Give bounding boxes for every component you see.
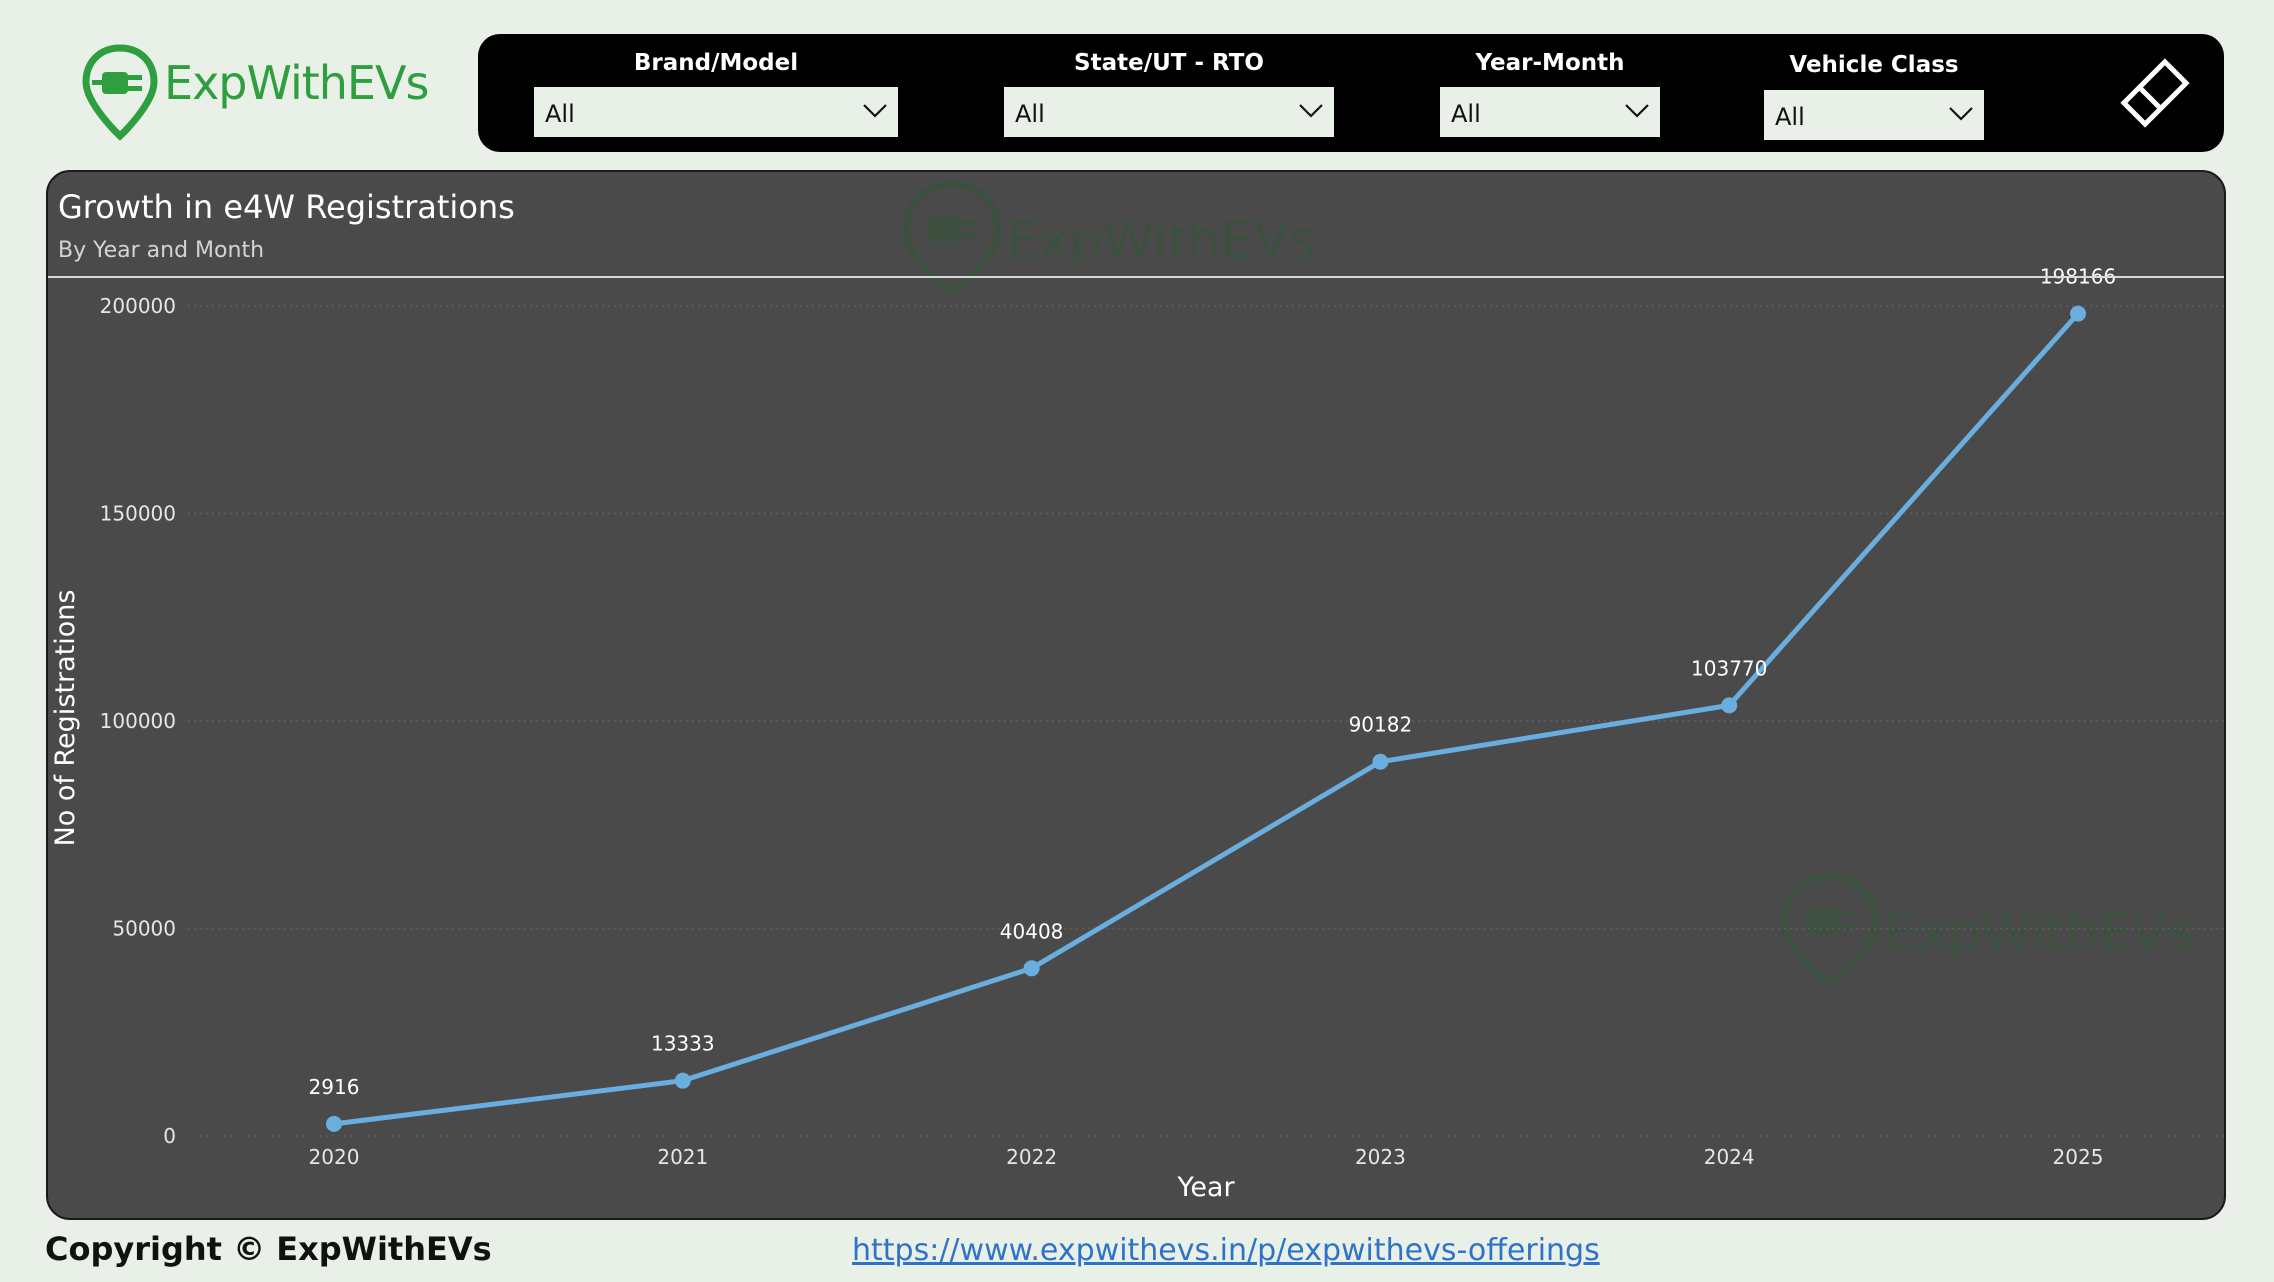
watermark-bottom: ExpWithEVs	[1780, 872, 2194, 989]
y-tick-label: 100000	[100, 709, 176, 733]
copyright-text: Copyright © ExpWithEVs	[45, 1230, 492, 1268]
x-tick-label: 2020	[309, 1145, 360, 1169]
series-line	[333, 311, 2080, 1127]
x-tick-label: 2025	[2053, 1145, 2104, 1169]
filter-bar: Brand/Model All State/UT - RTO All Year-…	[478, 34, 2224, 152]
year-month-dropdown[interactable]: All	[1440, 87, 1660, 137]
chevron-down-icon	[1625, 104, 1649, 118]
data-label: 103770	[1691, 656, 1767, 680]
brand-model-dropdown[interactable]: All	[534, 87, 898, 137]
logo-text: ExpWithEVs	[164, 56, 429, 110]
line-chart: ExpWithEVs ExpWithEVs 0 50000 100000 150000…	[50, 180, 2224, 1203]
state-rto-dropdown[interactable]: All	[1004, 87, 1334, 137]
watermark-top-text: ExpWithEVs	[1006, 211, 1316, 271]
brand-model-label: Brand/Model	[633, 50, 799, 76]
x-tick-label: 2023	[1355, 1145, 1406, 1169]
watermark-bottom-text: ExpWithEVs	[1884, 903, 2194, 963]
data-points	[326, 305, 2086, 1132]
year-month-value: All	[1451, 100, 1481, 128]
vehicle-class-value: All	[1775, 103, 1805, 131]
x-tick-label: 2022	[1006, 1145, 1057, 1169]
ev-plug-pin-icon	[82, 44, 158, 141]
y-tick-label: 0	[163, 1124, 176, 1148]
y-axis-ticks: 0 50000 100000 150000 200000	[100, 294, 176, 1148]
data-point[interactable]	[1721, 697, 1738, 714]
data-point[interactable]	[326, 1115, 342, 1132]
y-axis-title: No of Registrations	[50, 590, 81, 847]
brand-model-value: All	[545, 100, 575, 128]
y-tick-label: 200000	[100, 294, 176, 318]
offerings-link[interactable]: https://www.expwithevs.in/p/expwithevs-o…	[852, 1233, 1600, 1268]
x-axis-title: Year	[1176, 1172, 1235, 1203]
watermark-top: ExpWithEVs	[902, 180, 1316, 297]
data-label: 90182	[1349, 713, 1413, 737]
eraser-icon[interactable]	[2118, 56, 2192, 130]
y-tick-label: 150000	[100, 502, 176, 526]
data-point[interactable]	[1023, 960, 1040, 977]
vehicle-class-dropdown[interactable]: All	[1764, 90, 1984, 140]
chevron-down-icon	[1949, 107, 1973, 121]
y-tick-label: 50000	[112, 917, 176, 941]
x-axis-ticks: 2020 2021 2022 2023 2024 2025	[309, 1145, 2104, 1169]
state-rto-value: All	[1015, 100, 1045, 128]
data-point[interactable]	[674, 1072, 691, 1089]
data-point[interactable]	[1372, 753, 1389, 770]
gridlines	[188, 305, 2224, 1137]
data-label: 2916	[309, 1075, 360, 1099]
data-label: 40408	[1000, 919, 1064, 943]
x-tick-label: 2024	[1704, 1145, 1755, 1169]
chevron-down-icon	[863, 104, 887, 118]
state-rto-label: State/UT - RTO	[1074, 50, 1264, 76]
chart-title: Growth in e4W Registrations	[58, 188, 515, 226]
year-month-label: Year-Month	[1475, 50, 1625, 76]
chevron-down-icon	[1299, 104, 1323, 118]
expwithevs-logo: ExpWithEVs	[80, 42, 429, 142]
title-divider	[48, 276, 2224, 278]
vehicle-class-label: Vehicle Class	[1789, 52, 1959, 78]
data-label: 13333	[651, 1032, 715, 1056]
chart-card: ExpWithEVs ExpWithEVs 0 50000 100000 150000…	[46, 170, 2226, 1220]
chart-subtitle: By Year and Month	[58, 238, 265, 263]
x-tick-label: 2021	[657, 1145, 708, 1169]
data-point[interactable]	[2070, 305, 2086, 322]
